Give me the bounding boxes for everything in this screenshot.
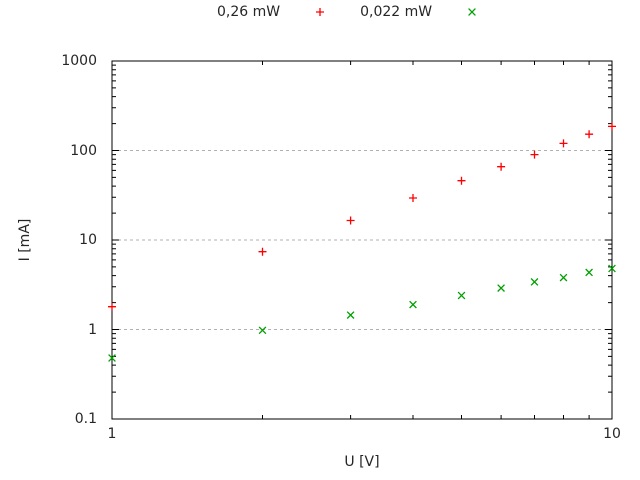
x-tick-label: 10 xyxy=(603,426,621,442)
cross-marker-icon xyxy=(468,8,476,16)
x-axis-label: U [V] xyxy=(344,454,380,470)
y-tick-label: 10 xyxy=(79,232,97,248)
series-1-points xyxy=(108,264,616,362)
legend-label: 0,26 mW xyxy=(217,4,281,20)
legend: 0,26 mW 0,022 mW xyxy=(217,4,479,20)
y-tick-label: 1 xyxy=(88,321,97,338)
series-0-points xyxy=(108,122,616,311)
axis-ticks xyxy=(111,60,613,420)
y-tick-label: 0.1 xyxy=(74,411,97,427)
y-tick-label: 100 xyxy=(70,142,97,159)
y-tick-label: 1000 xyxy=(61,53,97,69)
plus-marker-icon xyxy=(316,8,325,16)
x-tick-label: 1 xyxy=(107,426,117,442)
legend-label: 0,022 mW xyxy=(360,4,433,20)
